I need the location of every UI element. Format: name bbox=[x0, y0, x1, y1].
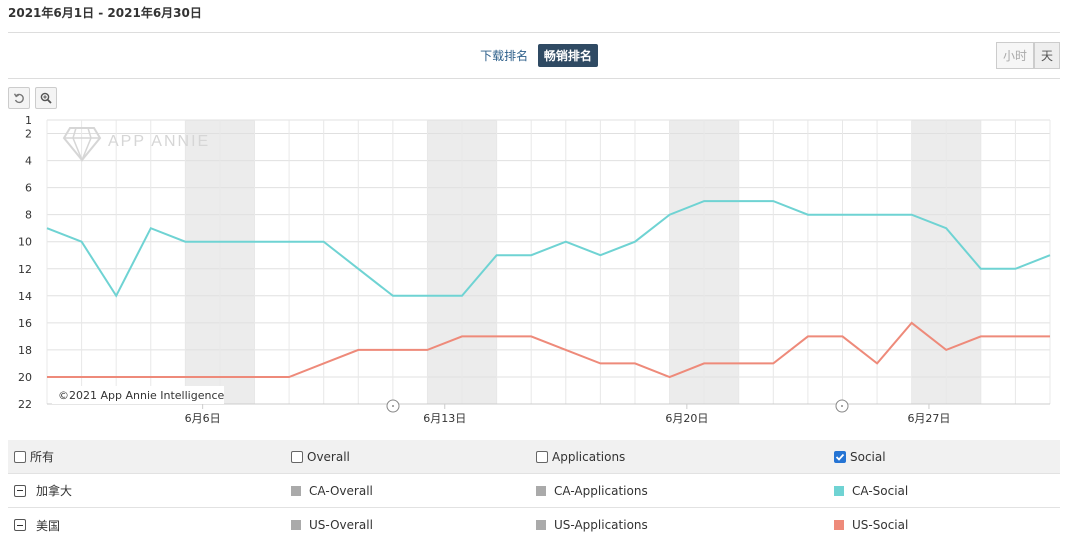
y-tick-label: 4 bbox=[25, 155, 32, 168]
series-label: CA-Overall bbox=[309, 483, 373, 498]
zoom-button[interactable] bbox=[35, 87, 57, 109]
x-axis: 6月6日 6月13日 6月20日 6月27日 bbox=[47, 403, 1050, 425]
series-swatch bbox=[291, 520, 301, 530]
country-label: 加拿大 bbox=[36, 484, 73, 498]
divider bbox=[8, 32, 1060, 33]
x-tick-label: 6月27日 bbox=[907, 412, 950, 425]
check-icon bbox=[835, 453, 845, 461]
collapse-icon[interactable] bbox=[14, 519, 26, 531]
legend-item-ca-applications[interactable]: CA-Applications bbox=[536, 474, 648, 507]
filter-all-label: 所有 bbox=[30, 450, 55, 464]
legend-row-us: 美国 US-Overall US-Applications US-Social bbox=[8, 508, 1060, 542]
x-tick-label: 6月13日 bbox=[423, 412, 466, 425]
zoom-in-icon bbox=[40, 92, 52, 104]
date-range-title: 2021年6月1日 - 2021年6月30日 bbox=[8, 6, 202, 20]
y-tick-label: 8 bbox=[25, 209, 32, 222]
series-lines bbox=[46, 200, 1051, 379]
collapse-us[interactable]: 美国 bbox=[14, 508, 60, 542]
series-label: US-Social bbox=[852, 518, 909, 532]
granularity-day-button[interactable]: 天 bbox=[1033, 42, 1060, 69]
rank-type-toggle: 下载排名 畅销排名 bbox=[0, 44, 1072, 67]
checkbox-applications[interactable] bbox=[536, 450, 548, 463]
y-tick-label: 2 bbox=[25, 128, 32, 141]
filter-applications-label: Applications bbox=[552, 449, 626, 464]
series-label: US-Overall bbox=[309, 518, 373, 532]
y-tick-label: 10 bbox=[18, 236, 32, 249]
undo-icon bbox=[13, 93, 24, 104]
reset-zoom-button[interactable] bbox=[8, 87, 30, 109]
y-tick-label: 18 bbox=[18, 344, 32, 357]
series-legend-table: 所有 Overall Applications Social 加拿大 CA-Ov… bbox=[8, 440, 1060, 542]
y-tick-label: 22 bbox=[18, 398, 32, 411]
granularity-toggle: 小时 天 bbox=[995, 42, 1060, 69]
filter-social[interactable]: Social bbox=[834, 440, 886, 473]
legend-item-us-overall[interactable]: US-Overall bbox=[291, 508, 373, 542]
tab-grossing-rank[interactable]: 畅销排名 bbox=[537, 44, 598, 67]
event-marker-icon[interactable] bbox=[835, 399, 849, 413]
collapse-icon[interactable] bbox=[14, 484, 26, 497]
legend-item-us-applications[interactable]: US-Applications bbox=[536, 508, 648, 542]
series-swatch bbox=[834, 485, 844, 496]
collapse-canada[interactable]: 加拿大 bbox=[14, 474, 72, 507]
event-markers bbox=[386, 399, 849, 413]
tab-download-rank[interactable]: 下载排名 bbox=[480, 49, 529, 63]
filter-social-label: Social bbox=[850, 449, 886, 464]
series-line-us-social bbox=[47, 321, 1050, 379]
y-tick-label: 14 bbox=[18, 290, 32, 303]
filter-overall[interactable]: Overall bbox=[291, 440, 350, 473]
y-tick-label: 6 bbox=[25, 182, 32, 195]
series-swatch bbox=[291, 485, 301, 496]
y-tick-label: 16 bbox=[18, 317, 32, 330]
series-swatch bbox=[536, 485, 546, 496]
series-label: CA-Social bbox=[852, 483, 909, 498]
diamond-logo-icon bbox=[62, 127, 102, 162]
divider bbox=[8, 78, 1060, 79]
granularity-hour-button[interactable]: 小时 bbox=[995, 42, 1034, 69]
credit-label: ©2021 App Annie Intelligence bbox=[52, 386, 225, 404]
series-line-ca-social bbox=[46, 200, 1051, 298]
event-marker-icon[interactable] bbox=[386, 399, 400, 413]
series-label: CA-Applications bbox=[554, 483, 648, 498]
country-label: 美国 bbox=[36, 518, 61, 533]
series-swatch bbox=[536, 520, 546, 530]
legend-item-ca-overall[interactable]: CA-Overall bbox=[291, 474, 373, 507]
x-tick-label: 6月20日 bbox=[665, 412, 708, 425]
y-tick-label: 20 bbox=[18, 371, 32, 384]
filter-overall-label: Overall bbox=[307, 449, 350, 464]
legend-row-canada: 加拿大 CA-Overall CA-Applications CA-Social bbox=[8, 474, 1060, 508]
filter-applications[interactable]: Applications bbox=[536, 440, 625, 473]
watermark-text: APP ANNIE bbox=[108, 133, 210, 150]
weekend-bands bbox=[185, 120, 981, 404]
checkbox-social[interactable] bbox=[834, 450, 846, 463]
checkbox-all[interactable] bbox=[14, 450, 26, 463]
app-annie-watermark: APP ANNIE bbox=[62, 127, 210, 162]
series-swatch bbox=[834, 520, 844, 530]
legend-item-us-social[interactable]: US-Social bbox=[834, 508, 908, 542]
x-tick-label: 6月6日 bbox=[185, 412, 221, 425]
chart-grid bbox=[46, 119, 1051, 405]
legend-item-ca-social[interactable]: CA-Social bbox=[834, 474, 908, 507]
checkbox-overall[interactable] bbox=[291, 450, 303, 463]
y-tick-label: 1 bbox=[25, 114, 32, 127]
filter-all[interactable]: 所有 bbox=[14, 440, 54, 473]
series-label: US-Applications bbox=[554, 518, 648, 532]
legend-header-row: 所有 Overall Applications Social bbox=[8, 440, 1060, 474]
y-tick-label: 12 bbox=[18, 263, 32, 276]
y-axis: 12 4 6 8 10 12 14 16 18 20 22 bbox=[18, 114, 32, 411]
svg-text:©2021 App Annie Intelligence: ©2021 App Annie Intelligence bbox=[58, 389, 225, 402]
